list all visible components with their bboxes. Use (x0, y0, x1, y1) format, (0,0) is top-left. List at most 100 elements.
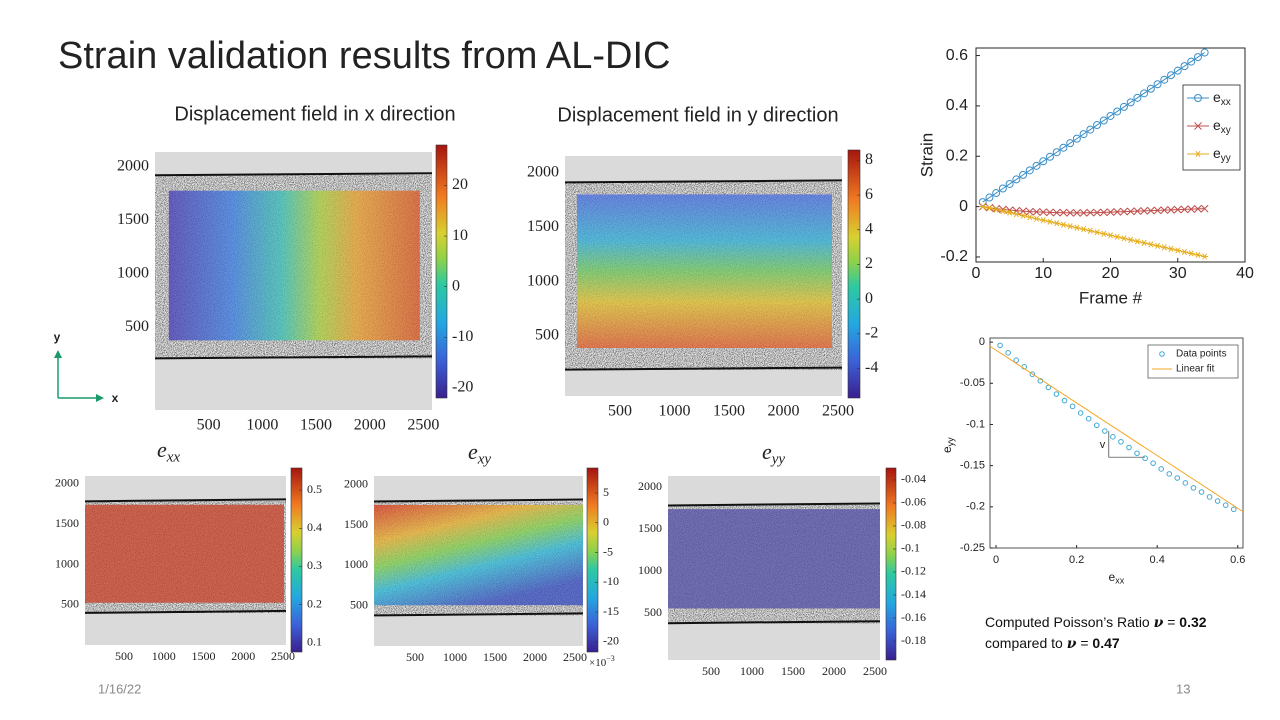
colorbar-tick-label: -0.1 (901, 541, 920, 555)
panel-title-sub: xy (477, 452, 492, 468)
x-tick-label: 20 (1102, 265, 1120, 282)
marker (999, 208, 1007, 215)
marker (1080, 226, 1088, 233)
marker (1187, 57, 1196, 66)
marker (1019, 170, 1028, 179)
marker (1072, 134, 1081, 143)
legend-label-base: e (1213, 117, 1221, 133)
note-equals: = (1167, 614, 1176, 630)
legend-label-base: e (1213, 145, 1221, 161)
poisson-note: Computed Poisson’s Ratio ν = 0.32 compar… (985, 612, 1207, 654)
colorbar-tick-label: 10 (452, 227, 468, 244)
x-tick-label: 0.4 (1150, 554, 1165, 566)
marker (1005, 350, 1011, 356)
marker (1032, 208, 1041, 216)
marker (1013, 357, 1019, 364)
marker (1086, 208, 1095, 217)
marker (1160, 75, 1169, 84)
colorbar-tick-label: 0 (865, 290, 873, 307)
marker (1194, 122, 1202, 130)
marker (1100, 230, 1108, 237)
y-tick-label: 1500 (55, 516, 79, 530)
y-axis-label: eyy (940, 437, 956, 453)
y-tick-label: 1500 (638, 521, 662, 535)
x-tick-label: 10 (1034, 265, 1052, 282)
legend-label: Linear fit (1176, 364, 1215, 375)
note-symbol: ν (1153, 615, 1164, 631)
x-axis-label: Frame # (1079, 288, 1143, 307)
colorbar-tick-label: -15 (603, 604, 619, 618)
marker (1200, 48, 1209, 57)
marker (1153, 80, 1162, 89)
marker (1025, 166, 1034, 175)
colorbar-tick-label: -2 (865, 325, 878, 342)
colorbar-tick-label: -10 (603, 574, 619, 588)
x-tick-label: 1500 (192, 649, 216, 663)
colorbar (290, 467, 303, 653)
marker (1012, 175, 1021, 184)
colorbar-tick-label: 0.2 (307, 596, 322, 610)
note-line: compared to ν = 0.47 (985, 633, 1207, 654)
colorbar-tick-label: -0.08 (901, 518, 926, 532)
x-tick-label: 1500 (781, 664, 805, 678)
marker (1119, 102, 1128, 111)
marker (1120, 235, 1128, 242)
panel-title-sub: yy (770, 452, 786, 468)
marker (979, 203, 987, 210)
marker (1158, 466, 1165, 472)
marker (1039, 208, 1048, 217)
x-tick-label: 1000 (246, 417, 278, 434)
specimen-edge (373, 612, 584, 617)
note-text: compared to (985, 635, 1063, 651)
specimen-edge (84, 498, 287, 503)
y-tick-label: 500 (535, 327, 559, 344)
marker (1052, 148, 1061, 157)
marker (1190, 485, 1197, 491)
marker (1085, 415, 1092, 422)
panel-title-base: e (157, 437, 167, 462)
x-tick-label: 2000 (354, 417, 386, 434)
y-tick-label: 2000 (527, 164, 559, 181)
legend-box (1182, 84, 1241, 171)
y-tick-label: -0.15 (960, 460, 985, 472)
marker (1053, 220, 1061, 227)
y-tick-label: 2000 (344, 477, 368, 491)
y-tick-label: 0.6 (946, 47, 968, 64)
colorbar (435, 144, 448, 399)
y-tick-label: 0.2 (946, 147, 968, 164)
marker (1206, 494, 1213, 500)
x-tick-label: 2000 (822, 664, 846, 678)
colorbar-tick-label: -0.04 (901, 472, 926, 486)
x-tick-label: 2500 (863, 664, 887, 678)
marker (1167, 206, 1175, 214)
arrow-head (96, 394, 104, 402)
marker (1198, 489, 1205, 495)
marker (1140, 239, 1148, 246)
x-tick-label: 500 (702, 664, 720, 678)
legend-box (1147, 344, 1239, 379)
y-tick-label: -0.05 (960, 377, 985, 389)
marker (1194, 150, 1202, 158)
marker (1230, 506, 1237, 513)
colorbar-tick-label: 0 (603, 515, 609, 529)
marker (1133, 93, 1142, 102)
y-tick-label: 500 (61, 597, 79, 611)
note-text: Computed Poisson’s Ratio (985, 614, 1150, 630)
y-tick-label: 1000 (344, 557, 368, 571)
specimen-edge (154, 355, 433, 360)
colorbar-tick-label: -0.16 (901, 610, 926, 624)
note-line: Computed Poisson’s Ratio ν = 0.32 (985, 612, 1207, 633)
marker (1019, 207, 1027, 215)
marker (1039, 157, 1048, 166)
specimen-edge (373, 498, 584, 503)
marker (1146, 206, 1155, 215)
marker (985, 193, 994, 202)
panel-title: eyy (762, 439, 785, 468)
specimen-edge (564, 366, 843, 371)
marker (1019, 212, 1027, 219)
y-axis-label-base: e (940, 446, 954, 453)
marker (1039, 217, 1047, 224)
marker (1012, 211, 1020, 218)
x-tick-label: 1500 (483, 650, 507, 664)
